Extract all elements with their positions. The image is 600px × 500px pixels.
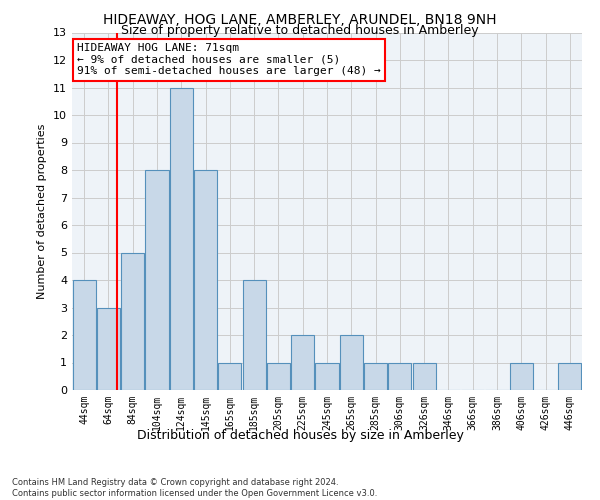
Text: Contains HM Land Registry data © Crown copyright and database right 2024.
Contai: Contains HM Land Registry data © Crown c…: [12, 478, 377, 498]
Bar: [145, 170, 169, 390]
Bar: [388, 362, 412, 390]
Bar: [170, 88, 193, 390]
Bar: [267, 362, 290, 390]
Bar: [121, 252, 144, 390]
Text: HIDEAWAY HOG LANE: 71sqm
← 9% of detached houses are smaller (5)
91% of semi-det: HIDEAWAY HOG LANE: 71sqm ← 9% of detache…: [77, 43, 381, 76]
Bar: [340, 335, 363, 390]
Text: Size of property relative to detached houses in Amberley: Size of property relative to detached ho…: [121, 24, 479, 37]
Bar: [291, 335, 314, 390]
Bar: [194, 170, 217, 390]
Bar: [73, 280, 95, 390]
Text: HIDEAWAY, HOG LANE, AMBERLEY, ARUNDEL, BN18 9NH: HIDEAWAY, HOG LANE, AMBERLEY, ARUNDEL, B…: [103, 12, 497, 26]
Bar: [510, 362, 533, 390]
Text: Distribution of detached houses by size in Amberley: Distribution of detached houses by size …: [137, 430, 463, 442]
Bar: [559, 362, 581, 390]
Bar: [364, 362, 387, 390]
Bar: [242, 280, 266, 390]
Bar: [316, 362, 338, 390]
Bar: [97, 308, 120, 390]
Y-axis label: Number of detached properties: Number of detached properties: [37, 124, 47, 299]
Bar: [218, 362, 241, 390]
Bar: [413, 362, 436, 390]
